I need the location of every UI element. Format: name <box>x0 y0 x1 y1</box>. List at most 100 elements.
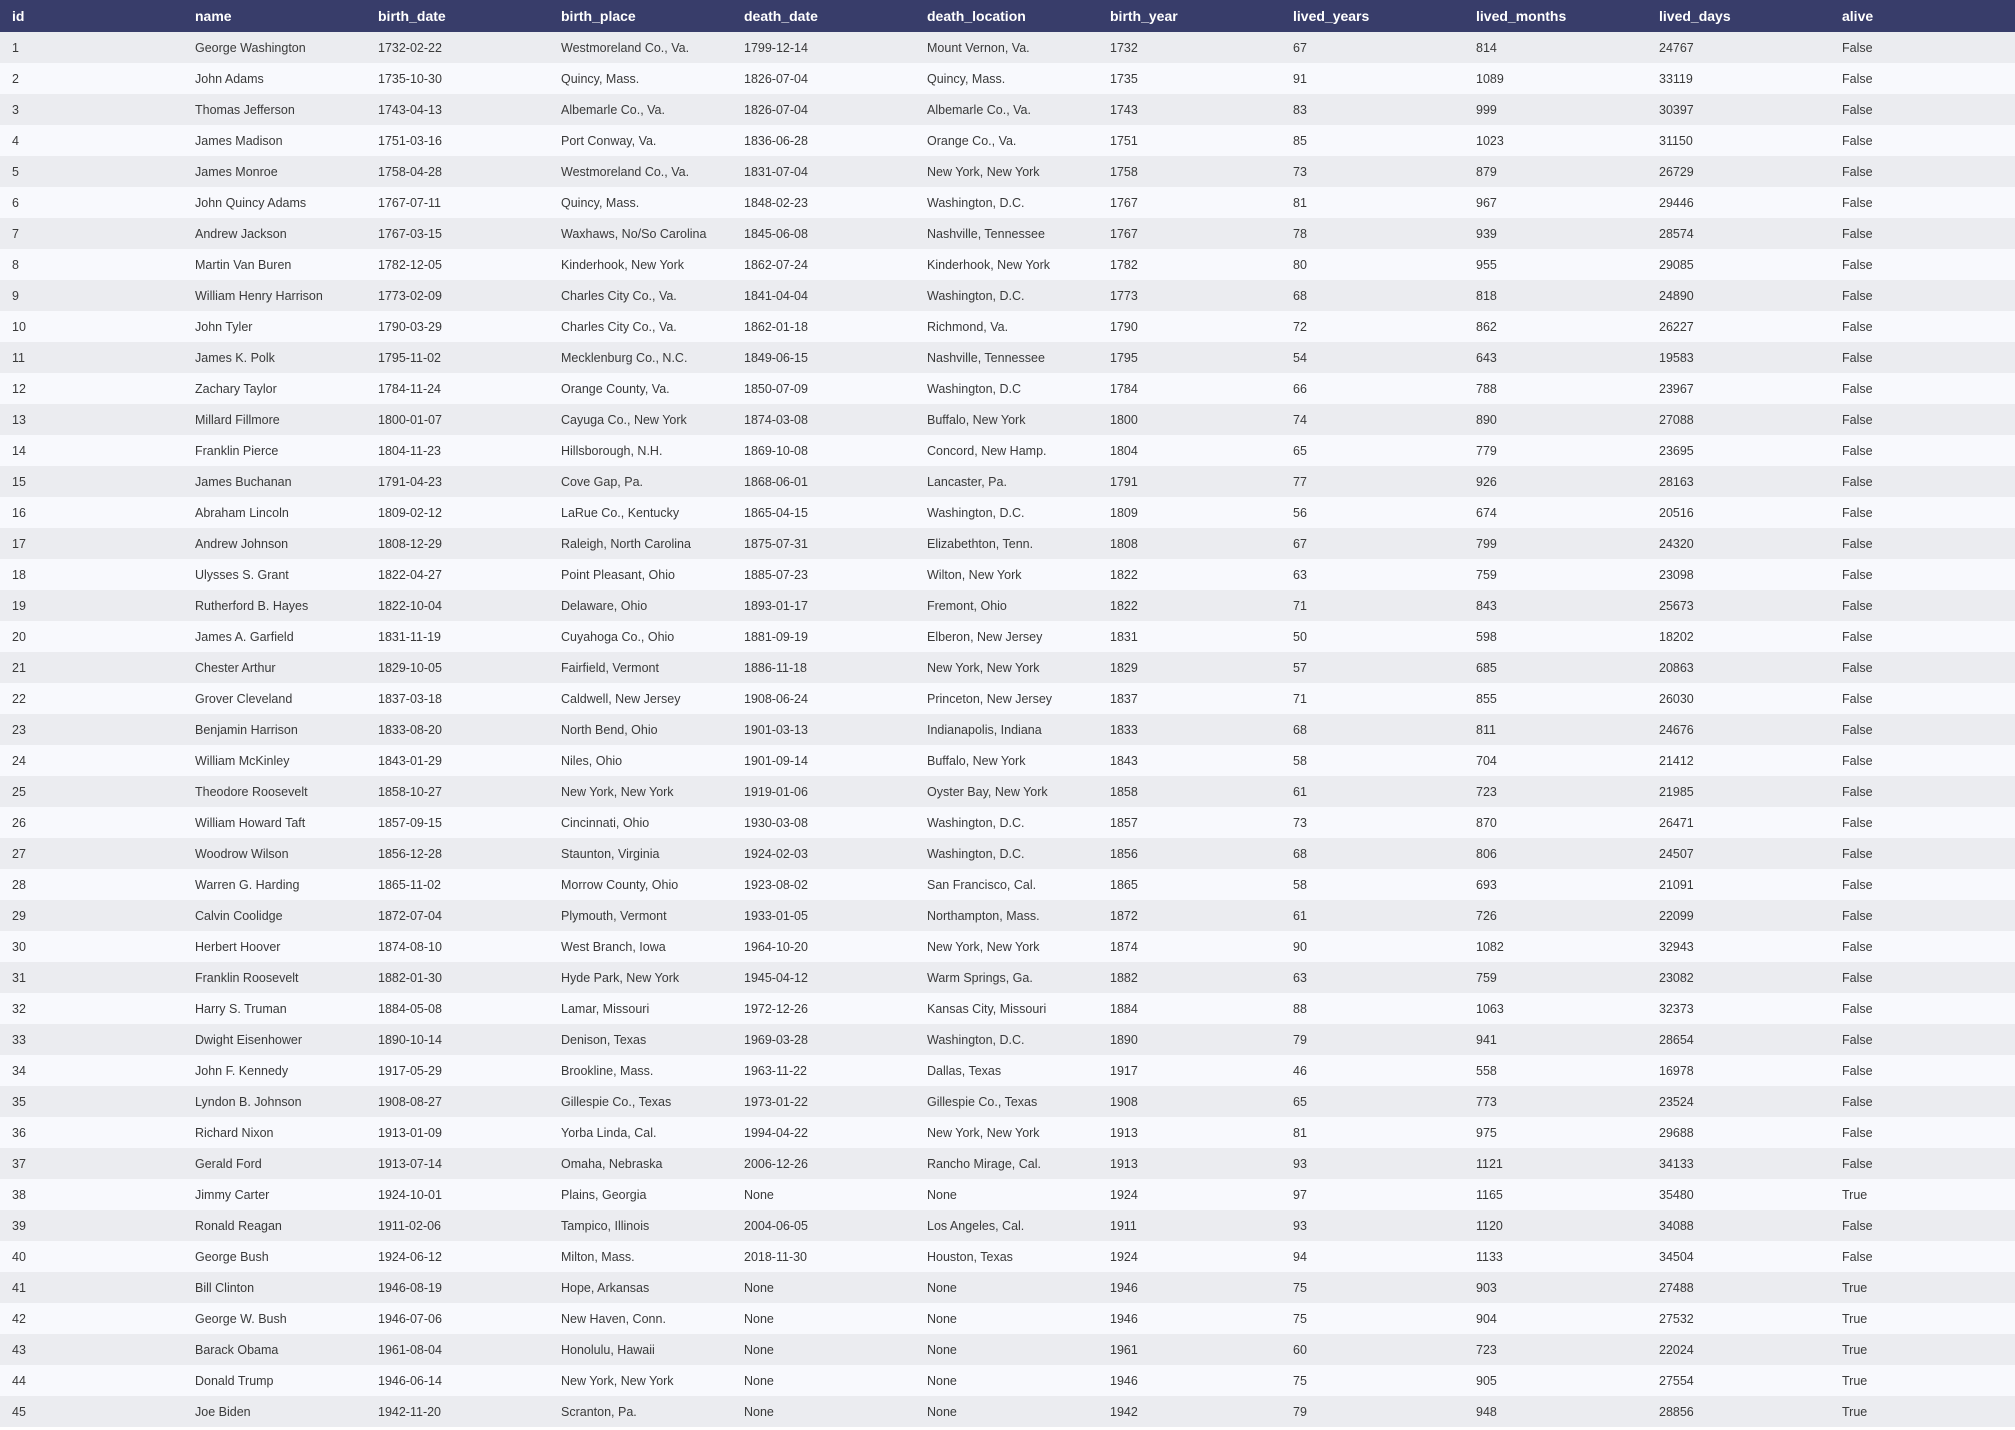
table-cell-death-date: 1901-09-14 <box>744 753 808 768</box>
table-row[interactable]: 5 James Monroe 1758-04-28 Westmoreland Co.,… <box>0 156 2015 187</box>
table-cell-death-location: Nashville, Tennessee <box>927 226 1045 241</box>
table-cell-birth-year: 1767 <box>1110 195 1138 210</box>
table-cell-death-location: Washington, D.C. <box>927 288 1025 303</box>
table-row[interactable]: 37 Gerald Ford 1913-07-14 Omaha, Nebraska 20… <box>0 1148 2015 1179</box>
table-cell-birth-year: 1800 <box>1110 412 1138 427</box>
column-header-birth-year[interactable]: birth_year <box>1110 8 1178 24</box>
table-row[interactable]: 39 Ronald Reagan 1911-02-06 Tampico, Illino… <box>0 1210 2015 1241</box>
column-header-alive[interactable]: alive <box>1842 8 1874 24</box>
column-header-lived-days[interactable]: lived_days <box>1659 8 1731 24</box>
table-row[interactable]: 17 Andrew Johnson 1808-12-29 Raleigh, North… <box>0 528 2015 559</box>
table-cell-death-location: Oyster Bay, New York <box>927 784 1048 799</box>
table-cell-lived-days: 21985 <box>1659 784 1694 799</box>
table-cell-birth-place: Fairfield, Vermont <box>561 660 659 675</box>
table-row[interactable]: 34 John F. Kennedy 1917-05-29 Brookline, Ma… <box>0 1055 2015 1086</box>
column-header-birth-date[interactable]: birth_date <box>378 8 446 24</box>
column-header-death-location[interactable]: death_location <box>927 8 1026 24</box>
table-row[interactable]: 14 Franklin Pierce 1804-11-23 Hillsborough,… <box>0 435 2015 466</box>
table-cell-birth-place: Honolulu, Hawaii <box>561 1342 655 1357</box>
table-row[interactable]: 10 John Tyler 1790-03-29 Charles City Co., … <box>0 311 2015 342</box>
column-header-lived-years[interactable]: lived_years <box>1293 8 1370 24</box>
table-cell-death-date: 1930-03-08 <box>744 815 808 830</box>
table-row[interactable]: 33 Dwight Eisenhower 1890-10-14 Denison, Te… <box>0 1024 2015 1055</box>
table-row[interactable]: 12 Zachary Taylor 1784-11-24 Orange County,… <box>0 373 2015 404</box>
table-row[interactable]: 40 George Bush 1924-06-12 Milton, Mass. 2018… <box>0 1241 2015 1272</box>
table-cell-lived-years: 73 <box>1293 164 1307 179</box>
table-row[interactable]: 4 James Madison 1751-03-16 Port Conway, Va.… <box>0 125 2015 156</box>
table-cell-id: 15 <box>12 474 26 489</box>
table-row[interactable]: 3 Thomas Jefferson 1743-04-13 Albemarle Co.… <box>0 94 2015 125</box>
table-cell-name: Franklin Roosevelt <box>195 970 299 985</box>
table-row[interactable]: 22 Grover Cleveland 1837-03-18 Caldwell, Ne… <box>0 683 2015 714</box>
table-cell-alive: False <box>1842 505 1873 520</box>
table-row[interactable]: 13 Millard Fillmore 1800-01-07 Cayuga Co., … <box>0 404 2015 435</box>
table-cell-birth-place: Orange County, Va. <box>561 381 670 396</box>
table-row[interactable]: 9 William Henry Harrison 1773-02-09 Charles… <box>0 280 2015 311</box>
table-cell-lived-years: 46 <box>1293 1063 1307 1078</box>
table-cell-birth-date: 1795-11-02 <box>378 350 442 365</box>
table-row[interactable]: 25 Theodore Roosevelt 1858-10-27 New York, … <box>0 776 2015 807</box>
table-row[interactable]: 45 Joe Biden 1942-11-20 Scranton, Pa. None No… <box>0 1396 2015 1427</box>
table-row[interactable]: 38 Jimmy Carter 1924-10-01 Plains, Georgia N… <box>0 1179 2015 1210</box>
table-row[interactable]: 27 Woodrow Wilson 1856-12-28 Staunton, Virg… <box>0 838 2015 869</box>
table-row[interactable]: 44 Donald Trump 1946-06-14 New York, New Yo… <box>0 1365 2015 1396</box>
table-cell-birth-year: 1843 <box>1110 753 1138 768</box>
table-cell-death-location: Albemarle Co., Va. <box>927 102 1031 117</box>
table-cell-lived-months: 811 <box>1476 722 1496 737</box>
table-cell-lived-years: 50 <box>1293 629 1307 644</box>
table-row[interactable]: 1 George Washington 1732-02-22 Westmoreland… <box>0 32 2015 63</box>
table-cell-birth-place: Charles City Co., Va. <box>561 319 677 334</box>
table-cell-death-location: Kinderhook, New York <box>927 257 1050 272</box>
table-row[interactable]: 26 William Howard Taft 1857-09-15 Cincinnat… <box>0 807 2015 838</box>
table-row[interactable]: 42 George W. Bush 1946-07-06 New Haven, Con… <box>0 1303 2015 1334</box>
table-row[interactable]: 7 Andrew Jackson 1767-03-15 Waxhaws, No/So … <box>0 218 2015 249</box>
column-header-name[interactable]: name <box>195 8 232 24</box>
table-row[interactable]: 43 Barack Obama 1961-08-04 Honolulu, Hawaii… <box>0 1334 2015 1365</box>
table-row[interactable]: 31 Franklin Roosevelt 1882-01-30 Hyde Park,… <box>0 962 2015 993</box>
table-cell-death-location: Buffalo, New York <box>927 412 1026 427</box>
table-row[interactable]: 28 Warren G. Harding 1865-11-02 Morrow Coun… <box>0 869 2015 900</box>
table-row[interactable]: 15 James Buchanan 1791-04-23 Cove Gap, Pa. 1… <box>0 466 2015 497</box>
table-row[interactable]: 35 Lyndon B. Johnson 1908-08-27 Gillespie C… <box>0 1086 2015 1117</box>
column-header-death-date[interactable]: death_date <box>744 8 818 24</box>
table-cell-lived-years: 56 <box>1293 505 1307 520</box>
table-cell-lived-months: 1165 <box>1476 1187 1503 1202</box>
table-row[interactable]: 6 John Quincy Adams 1767-07-11 Quincy, Mass… <box>0 187 2015 218</box>
table-cell-death-date: 1923-08-02 <box>744 877 808 892</box>
table-cell-name: Bill Clinton <box>195 1280 255 1295</box>
table-cell-name: William Howard Taft <box>195 815 306 830</box>
column-header-birth-place[interactable]: birth_place <box>561 8 636 24</box>
table-row[interactable]: 20 James A. Garfield 1831-11-19 Cuyahoga Co… <box>0 621 2015 652</box>
table-cell-lived-years: 97 <box>1293 1187 1307 1202</box>
table-row[interactable]: 19 Rutherford B. Hayes 1822-10-04 Delaware,… <box>0 590 2015 621</box>
table-cell-lived-years: 88 <box>1293 1001 1307 1016</box>
table-row[interactable]: 41 Bill Clinton 1946-08-19 Hope, Arkansas No… <box>0 1272 2015 1303</box>
table-cell-lived-months: 905 <box>1476 1373 1497 1388</box>
table-cell-death-date: 1850-07-09 <box>744 381 808 396</box>
table-cell-lived-years: 58 <box>1293 753 1307 768</box>
table-cell-death-location: Orange Co., Va. <box>927 133 1017 148</box>
table-row[interactable]: 2 John Adams 1735-10-30 Quincy, Mass. 1826-0… <box>0 63 2015 94</box>
table-row[interactable]: 8 Martin Van Buren 1782-12-05 Kinderhook, N… <box>0 249 2015 280</box>
column-header-id[interactable]: id <box>12 8 25 24</box>
table-cell-lived-days: 18202 <box>1659 629 1694 644</box>
table-cell-death-date: 1973-01-22 <box>744 1094 808 1109</box>
table-row[interactable]: 23 Benjamin Harrison 1833-08-20 North Bend,… <box>0 714 2015 745</box>
column-header-lived-months[interactable]: lived_months <box>1476 8 1567 24</box>
table-row[interactable]: 18 Ulysses S. Grant 1822-04-27 Point Pleasa… <box>0 559 2015 590</box>
table-row[interactable]: 11 James K. Polk 1795-11-02 Mecklenburg Co.… <box>0 342 2015 373</box>
table-cell-name: Rutherford B. Hayes <box>195 598 309 613</box>
table-cell-birth-place: Quincy, Mass. <box>561 195 640 210</box>
table-body: 1 George Washington 1732-02-22 Westmoreland… <box>0 32 2015 1427</box>
table-row[interactable]: 32 Harry S. Truman 1884-05-08 Lamar, Missou… <box>0 993 2015 1024</box>
table-cell-birth-year: 1795 <box>1110 350 1138 365</box>
table-row[interactable]: 16 Abraham Lincoln 1809-02-12 LaRue Co., Ke… <box>0 497 2015 528</box>
table-row[interactable]: 24 William McKinley 1843-01-29 Niles, Ohio 1… <box>0 745 2015 776</box>
table-cell-death-location: Quincy, Mass. <box>927 71 1006 86</box>
table-row[interactable]: 29 Calvin Coolidge 1872-07-04 Plymouth, Ver… <box>0 900 2015 931</box>
table-row[interactable]: 21 Chester Arthur 1829-10-05 Fairfield, Ver… <box>0 652 2015 683</box>
table-cell-death-location: Gillespie Co., Texas <box>927 1094 1038 1109</box>
table-row[interactable]: 30 Herbert Hoover 1874-08-10 West Branch, I… <box>0 931 2015 962</box>
table-cell-lived-days: 24890 <box>1659 288 1694 303</box>
table-row[interactable]: 36 Richard Nixon 1913-01-09 Yorba Linda, Ca… <box>0 1117 2015 1148</box>
